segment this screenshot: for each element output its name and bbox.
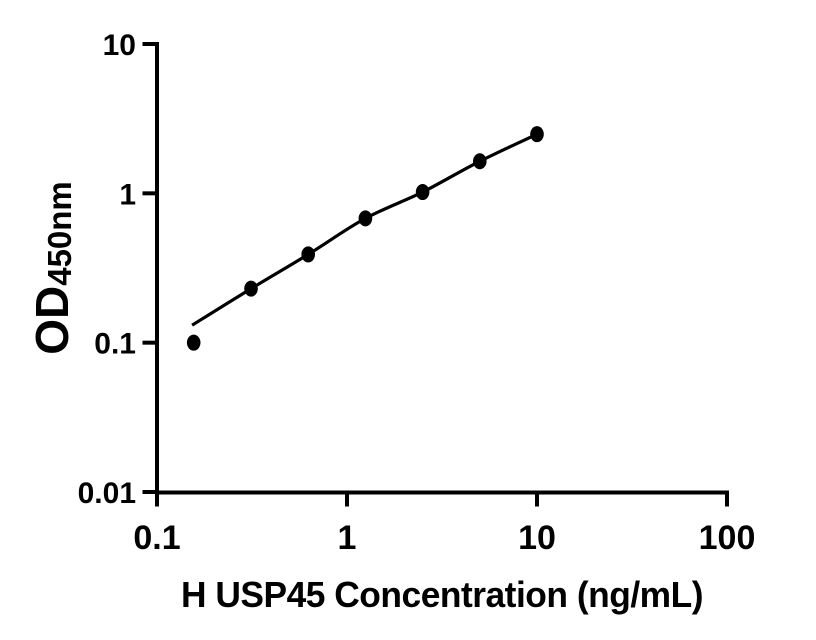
data-point-marker <box>358 210 373 227</box>
y-tick-label: 0.01 <box>78 477 136 510</box>
data-point-marker <box>530 126 544 143</box>
x-tick-label: 0.1 <box>133 519 180 557</box>
x-tick-label: 100 <box>699 519 756 557</box>
data-point-marker <box>473 153 487 170</box>
x-axis-title: H USP45 Concentration (ng/mL) <box>181 574 703 615</box>
y-tick-label: 10 <box>103 29 136 62</box>
y-axis-title: OD450nm <box>26 181 78 355</box>
x-tick-label: 1 <box>338 519 357 557</box>
y-tick-label: 0.1 <box>94 328 136 361</box>
x-tick-label: 10 <box>518 519 556 557</box>
data-point-marker <box>186 334 201 351</box>
y-tick-label: 1 <box>119 178 136 211</box>
data-point-marker <box>301 246 316 263</box>
y-axis-title-main: OD <box>26 286 78 355</box>
data-point-marker <box>415 184 430 201</box>
data-point-marker <box>244 280 258 297</box>
plot-area: 10 1 0.1 0.01 0.1 1 10 100 <box>78 29 756 557</box>
y-axis-title-subscript: 450nm <box>41 181 78 286</box>
